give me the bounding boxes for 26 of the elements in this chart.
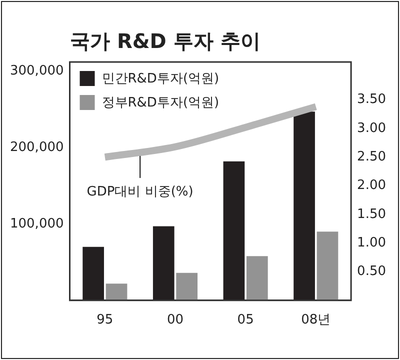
y2-tick-label: 2.50: [357, 150, 386, 165]
legend-label: 정부R&D투자(억원): [102, 95, 220, 110]
bar: [82, 246, 104, 300]
y2-tick-label: 0.50: [357, 264, 386, 280]
y2-tick-label: 3.50: [357, 92, 386, 108]
bar: [106, 284, 128, 300]
y-tick-label: 300,000: [10, 64, 64, 79]
bar: [223, 161, 245, 300]
text: GDP대비 비중(%): [86, 184, 194, 200]
bar: [294, 112, 315, 300]
bar: [176, 272, 198, 300]
bar: [152, 226, 174, 300]
y2-tick-label: 3.00: [357, 120, 386, 136]
x-tick-label: 00: [166, 312, 184, 328]
x-tick-label: 95: [96, 312, 114, 328]
x-tick-label: 08년: [301, 312, 331, 328]
y2-tick-label: 1.00: [357, 235, 386, 250]
x-tick-label: 05: [237, 312, 254, 328]
y2-tick-label: 1.50: [357, 206, 386, 222]
bar: [246, 256, 268, 300]
y2-tick-label: 2.00: [357, 178, 386, 194]
bar: [316, 232, 338, 300]
chart-title: 국가 R&D 투자 추이: [70, 28, 260, 55]
y-tick-label: 200,000: [10, 140, 64, 155]
y-tick-label: 100,000: [10, 216, 64, 232]
legend-label: 민간R&D투자(억원): [102, 71, 220, 86]
